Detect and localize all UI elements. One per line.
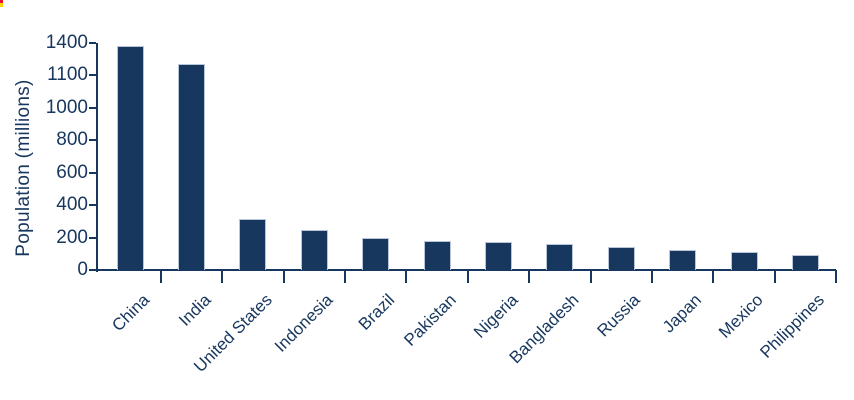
- x-tick: [835, 270, 838, 283]
- y-tick-label: 600: [56, 161, 88, 183]
- x-axis-line: [96, 269, 836, 271]
- bar-china: [116, 46, 144, 270]
- corner-artifact-yellow: [0, 3, 3, 7]
- y-tick: [89, 42, 96, 44]
- x-tick-label: Russia: [593, 290, 644, 341]
- bar-brazil: [362, 237, 390, 270]
- y-tick-label: 0: [77, 259, 88, 280]
- x-tick-label: Japan: [659, 290, 706, 337]
- y-tick-label: 400: [56, 194, 88, 216]
- y-tick: [89, 236, 96, 239]
- y-tick-label: 800: [56, 129, 88, 151]
- bar-pakistan: [423, 240, 451, 270]
- x-tick: [159, 270, 162, 283]
- y-tick: [89, 171, 96, 174]
- y-tick: [89, 74, 96, 77]
- x-tick: [466, 270, 469, 283]
- x-tick-label: India: [174, 290, 215, 330]
- x-tick: [589, 270, 592, 283]
- bar-russia: [607, 246, 635, 270]
- y-tick-label: 1100: [47, 64, 88, 86]
- x-tick: [282, 270, 285, 283]
- y-tick: [89, 106, 96, 109]
- x-tick-label: China: [107, 290, 153, 336]
- bar-mexico: [730, 251, 758, 270]
- x-tick-label: Mexico: [715, 290, 767, 342]
- y-tick-label: 1000: [45, 96, 88, 118]
- bar-united-states: [239, 218, 267, 270]
- bar-nigeria: [484, 242, 512, 270]
- x-tick-label: Pakistan: [400, 290, 460, 350]
- y-axis-line: [96, 43, 98, 272]
- corner-artifact-red: [0, 0, 3, 3]
- y-tick: [89, 139, 96, 142]
- bar-philippines: [791, 255, 819, 270]
- x-tick: [773, 270, 776, 283]
- x-tick-label: Philippines: [756, 290, 829, 362]
- y-tick-label: 1400: [45, 32, 88, 53]
- x-tick: [221, 270, 224, 283]
- y-tick: [89, 269, 96, 271]
- x-tick: [650, 270, 653, 283]
- x-tick-label: Indonesia: [271, 290, 337, 356]
- bar-india: [177, 64, 205, 270]
- bar-bangladesh: [546, 244, 574, 270]
- bar-japan: [669, 249, 697, 270]
- bar-indonesia: [300, 230, 328, 270]
- x-tick-label: Brazil: [354, 290, 399, 334]
- x-tick-label: Nigeria: [469, 290, 522, 342]
- x-tick: [712, 270, 715, 283]
- x-tick: [528, 270, 531, 283]
- x-tick: [343, 270, 346, 283]
- y-tick-label: 200: [56, 226, 88, 248]
- y-tick: [89, 204, 96, 207]
- x-tick: [405, 270, 408, 283]
